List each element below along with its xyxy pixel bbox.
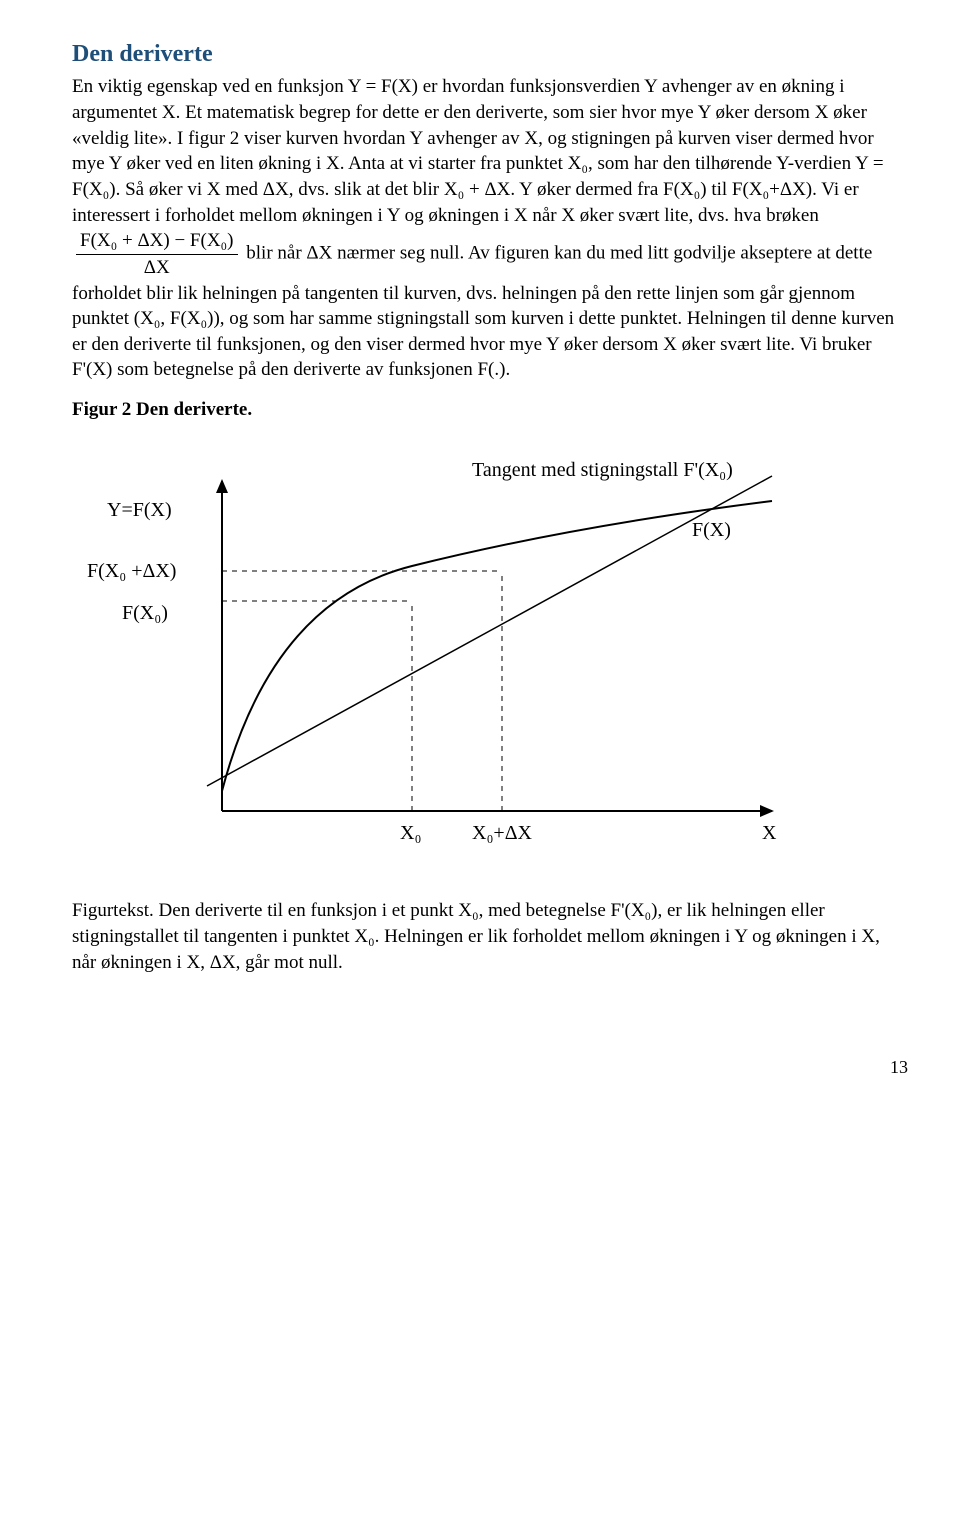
svg-text:X: X	[762, 822, 777, 844]
chart-svg: Y=F(X) F(X₀ +ΔX) F(X₀) Tangent med stigning…	[72, 441, 832, 861]
svg-text:X₀+ΔX: X₀+ΔX	[472, 822, 533, 844]
derivative-chart: Y=F(X) F(X₀ +ΔX) F(X₀) Tangent med stigning…	[72, 441, 908, 869]
svg-text:X₀: X₀	[400, 822, 421, 844]
svg-text:Tangent med stigningstall F'(X: Tangent med stigningstall F'(X₀)	[472, 459, 733, 481]
page-title: Den deriverte	[72, 38, 908, 70]
paragraph-1-text: En viktig egenskap ved en funksjon Y = F…	[72, 76, 884, 225]
svg-text:F(X): F(X)	[692, 519, 731, 541]
fraction-numerator: F(X₀ + ΔX) − F(X₀)	[76, 228, 238, 255]
svg-text:Y=F(X): Y=F(X)	[107, 499, 172, 521]
svg-text:F(X₀ +ΔX): F(X₀ +ΔX)	[87, 560, 176, 582]
figure-text-below: Figurtekst. Den deriverte til en funksjo…	[72, 898, 908, 975]
paragraph-1: En viktig egenskap ved en funksjon Y = F…	[72, 74, 908, 383]
figure-caption: Figur 2 Den deriverte.	[72, 397, 908, 423]
svg-text:F(X₀): F(X₀)	[122, 602, 168, 624]
page-number: 13	[72, 1055, 908, 1079]
fraction-denominator: ΔX	[76, 255, 238, 281]
fraction: F(X₀ + ΔX) − F(X₀) ΔX	[76, 228, 238, 280]
